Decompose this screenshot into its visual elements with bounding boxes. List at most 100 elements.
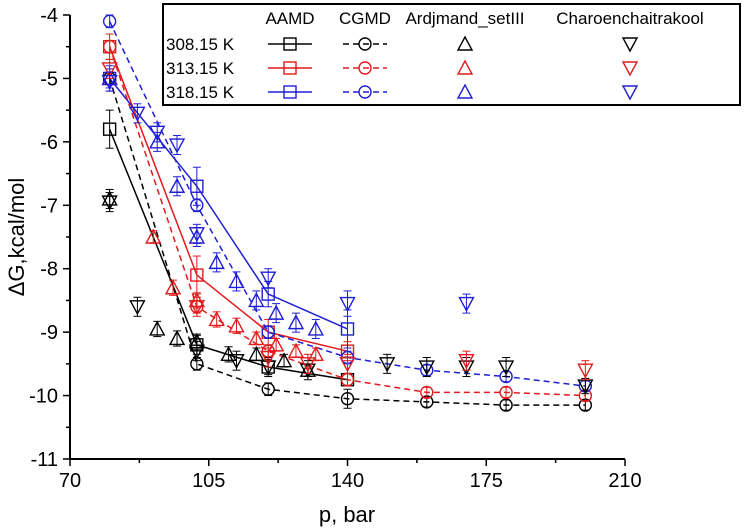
x-tick-label: 140 [331, 470, 364, 492]
legend-row-label: 313.15 K [166, 59, 235, 78]
series-ardjmand-setiii-318-15 [101, 68, 324, 339]
x-tick-label: 210 [608, 470, 641, 492]
x-tick-label: 105 [192, 470, 225, 492]
data-point [190, 179, 204, 193]
y-tick-label: -10 [29, 386, 58, 408]
data-point [168, 330, 186, 346]
y-tick-label: -4 [40, 5, 58, 27]
data-point [149, 320, 166, 336]
data-point [497, 360, 515, 376]
data-point [307, 320, 324, 336]
data-point [261, 382, 275, 396]
plot-area [101, 14, 594, 412]
data-point [101, 62, 118, 78]
legend-marker [621, 61, 639, 77]
data-point [102, 40, 117, 54]
series-aamd-308-15 [102, 109, 355, 387]
y-tick-label: -5 [40, 68, 58, 90]
data-point [458, 353, 475, 370]
legend-marker [358, 37, 372, 51]
legend-column-header: Charoenchaitrakool [556, 9, 703, 28]
series-line [108, 46, 348, 352]
data-point [129, 300, 146, 316]
data-point [339, 357, 356, 373]
data-point [275, 352, 293, 368]
data-point [267, 304, 285, 320]
series-ardjmand-setiii-313-15 [101, 69, 324, 362]
legend-row-label: 308.15 K [166, 35, 235, 54]
data-point [102, 122, 117, 136]
data-point [220, 345, 237, 362]
legend-marker [283, 85, 297, 99]
legend-marker [456, 83, 474, 99]
y-axis-title: ΔG,kcal/mol [4, 178, 29, 297]
data-point [228, 317, 245, 333]
data-point [188, 344, 206, 360]
data-point [260, 350, 277, 366]
data-point [261, 325, 275, 339]
legend-marker [456, 59, 474, 75]
legend-marker [358, 61, 372, 75]
series-charoenchaitrakool-318-15 [101, 71, 475, 317]
legend: AAMD CGMD Ardjmand_setIII Charoenchaitrakoo… [162, 3, 741, 106]
data-point [458, 296, 475, 313]
data-point [260, 271, 277, 287]
data-point [248, 291, 265, 308]
data-point [188, 300, 206, 316]
data-point [378, 357, 396, 373]
data-point [190, 198, 204, 212]
data-point [168, 177, 186, 193]
data-point [248, 345, 265, 362]
legend-marker [456, 35, 474, 51]
data-point [101, 195, 118, 211]
data-point [577, 363, 594, 379]
y-tick-label: -6 [40, 132, 58, 154]
data-point [228, 353, 245, 370]
legend-row-label: 318.15 K [166, 83, 235, 102]
data-point [188, 227, 206, 243]
legend-marker [621, 85, 639, 101]
legend-column-header: AAMD [265, 9, 314, 28]
y-tick-label: -7 [40, 195, 58, 217]
y-axis-ticks: -11 -10 -9 -8 -7 -6 -5 -4 [29, 5, 70, 471]
legend-column-header: Ardjmand_setIII [405, 9, 524, 28]
data-point [102, 14, 117, 29]
x-axis-ticks: 70 105 140 175 210 [59, 459, 642, 492]
data-point [307, 345, 324, 362]
data-point [208, 253, 225, 270]
y-tick-label: -8 [40, 259, 58, 281]
legend-column-header: CGMD [339, 9, 391, 28]
legend-marker [283, 61, 297, 75]
series-line [109, 77, 348, 330]
data-point [339, 296, 356, 313]
data-point [299, 357, 317, 373]
data-point [418, 360, 435, 376]
data-point [420, 385, 434, 400]
data-point [287, 314, 305, 330]
data-point [190, 268, 204, 282]
data-point [101, 74, 118, 91]
series-charoenchaitrakool-313-15 [101, 58, 594, 381]
data-point [340, 322, 355, 336]
x-tick-label: 175 [470, 470, 503, 492]
data-point [287, 342, 305, 358]
data-point [164, 279, 182, 295]
data-point [340, 392, 355, 406]
x-tick-label: 70 [59, 470, 81, 492]
legend-marker [621, 37, 639, 53]
x-axis-title: p, bar [319, 502, 375, 527]
data-point [145, 228, 162, 244]
data-point [149, 125, 166, 141]
data-point [499, 385, 513, 400]
data-point [168, 138, 186, 154]
data-point [208, 310, 225, 327]
legend-marker [283, 37, 297, 51]
legend-box [162, 3, 741, 106]
y-tick-label: -9 [40, 322, 58, 344]
data-point [248, 330, 265, 346]
data-point [228, 272, 245, 289]
y-tick-label: -11 [31, 449, 58, 471]
data-point [129, 106, 146, 122]
legend-marker [358, 85, 372, 99]
